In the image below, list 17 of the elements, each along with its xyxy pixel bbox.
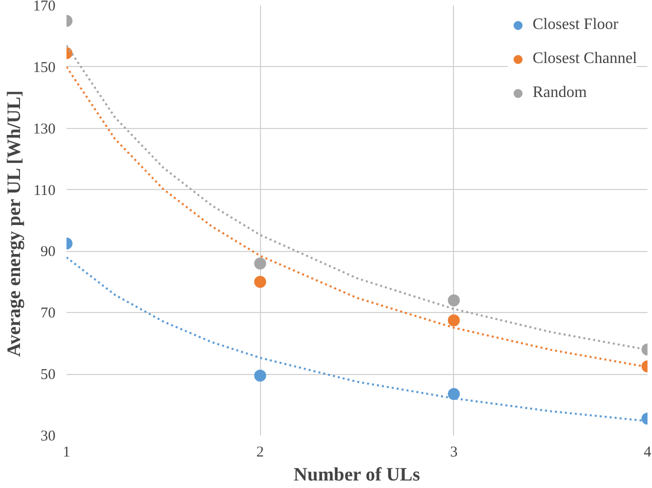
legend-label: Random [532,84,587,102]
y-tick-label: 110 [34,182,56,199]
y-tick-label: 170 [33,0,56,14]
x-axis-title: Number of ULs [294,464,420,486]
legend-label: Closest Floor [532,16,618,34]
legend-label: Closest Channel [532,50,637,68]
y-tick-label: 50 [40,367,56,384]
x-tick-label: 4 [644,444,652,460]
y-tick-label: 150 [33,60,56,76]
x-tick-label: 1 [62,444,70,460]
y-axis-title: Average energy per UL [Wh/UL] [4,90,25,357]
y-tick-label: 130 [33,121,56,138]
y-tick-label: 70 [40,306,56,322]
y-tick-label: 30 [40,428,56,444]
x-tick-label: 3 [450,444,458,460]
x-tick-label: 2 [256,444,264,460]
y-tick-label: 90 [40,244,56,260]
